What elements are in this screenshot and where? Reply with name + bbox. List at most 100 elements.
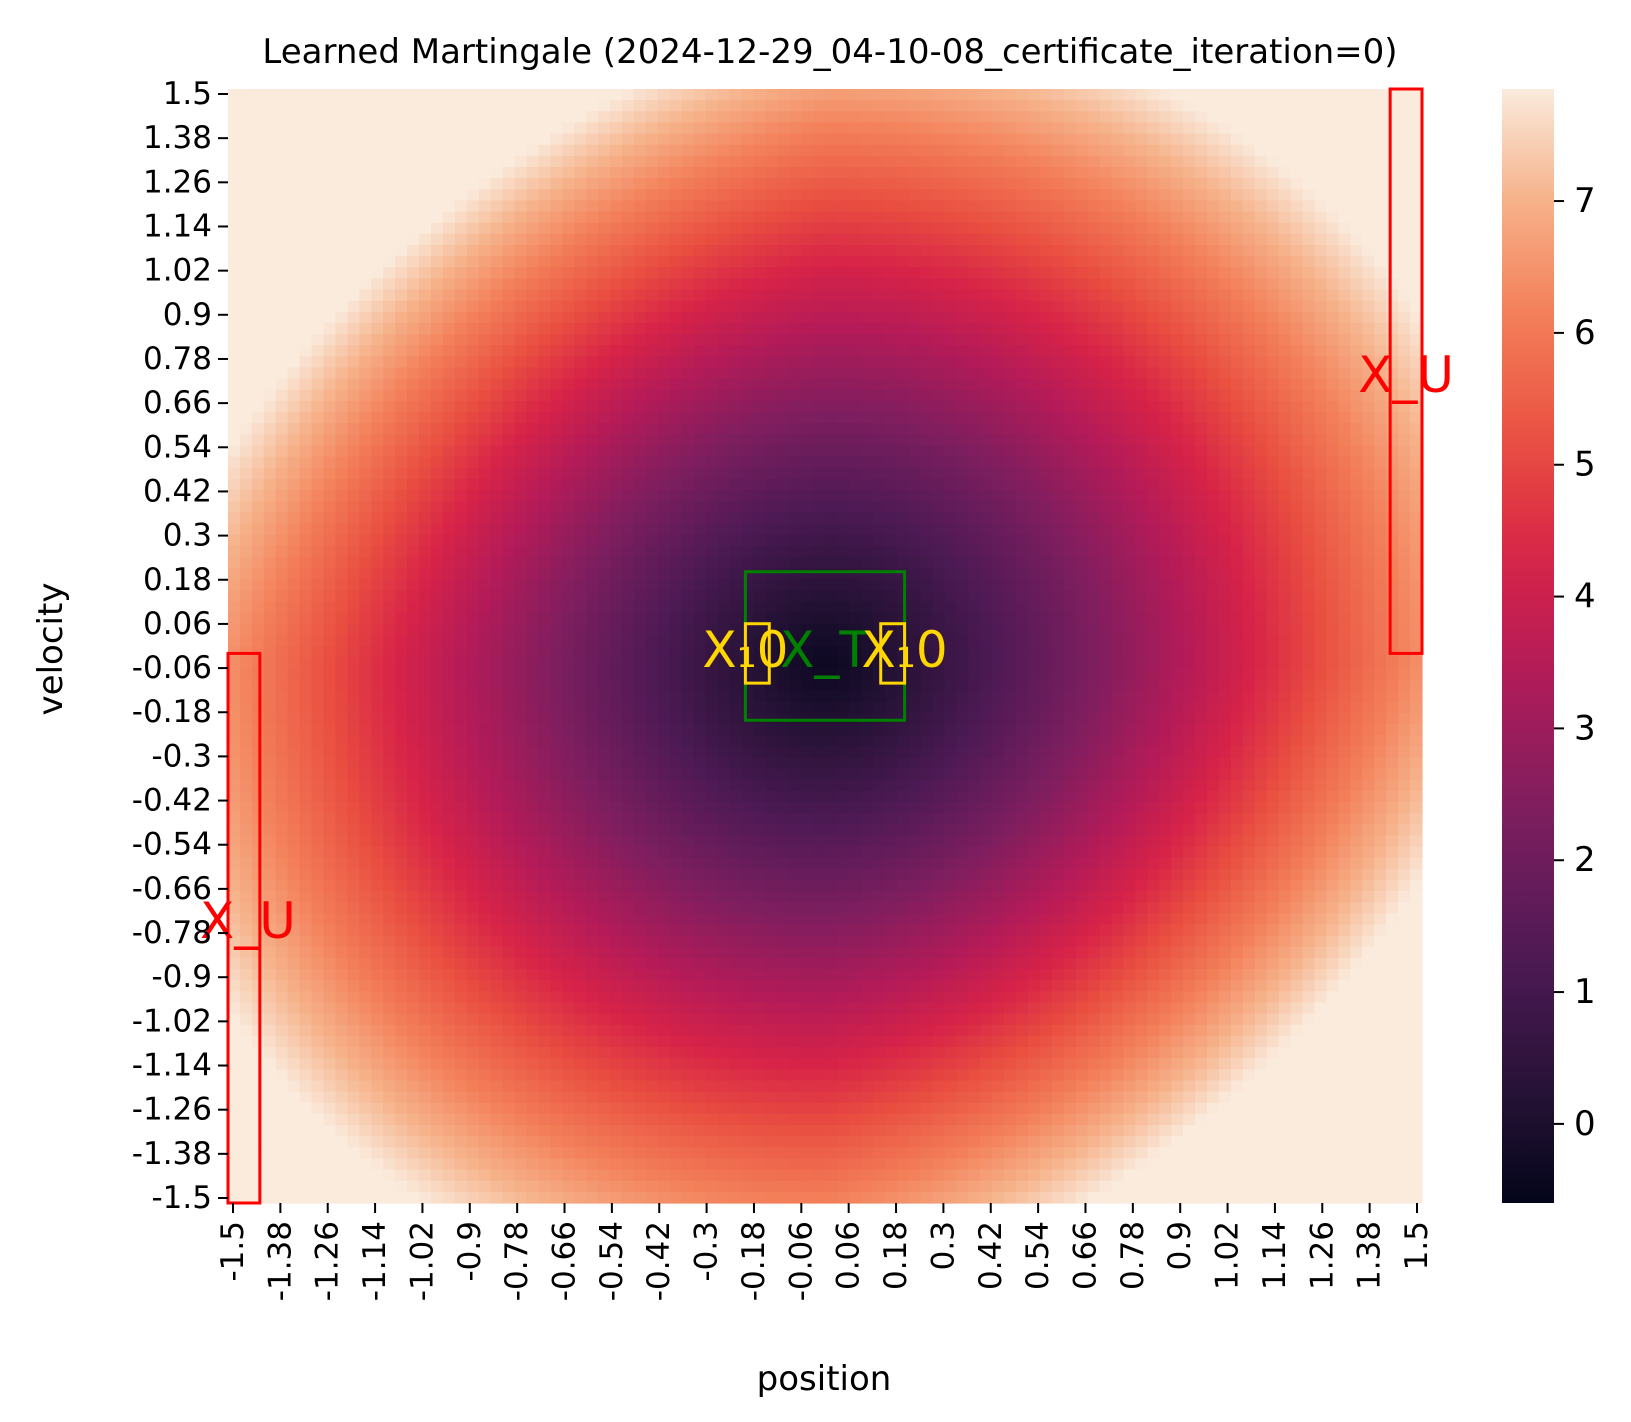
heatmap-cell <box>323 233 337 246</box>
heatmap-cell <box>383 1180 396 1193</box>
heatmap-cell <box>228 144 241 157</box>
heatmap-cell <box>371 545 384 558</box>
heatmap-cell <box>753 367 766 380</box>
heatmap-cell <box>407 813 420 825</box>
heatmap-cell <box>693 378 707 391</box>
heatmap-cell <box>705 178 719 190</box>
heatmap-cell <box>502 623 516 636</box>
heatmap-cell <box>407 311 420 324</box>
heatmap-cell <box>263 623 277 636</box>
heatmap-cell <box>430 924 444 937</box>
heatmap-cell <box>395 1113 408 1126</box>
heatmap-cell <box>753 311 766 324</box>
heatmap-cell <box>586 590 599 603</box>
heatmap-cell <box>622 790 635 803</box>
heatmap-cell <box>407 222 420 235</box>
heatmap-cell <box>550 200 563 213</box>
heatmap-cell <box>717 501 731 513</box>
heatmap-cell <box>753 790 766 803</box>
heatmap-cell <box>239 133 253 146</box>
heatmap-cell <box>263 289 277 302</box>
heatmap-cell <box>693 155 707 168</box>
heatmap-cell <box>371 111 384 124</box>
heatmap-cell <box>681 813 695 825</box>
heatmap-cell <box>753 423 766 435</box>
heatmap-cell <box>801 490 814 502</box>
heatmap-cell <box>287 757 301 770</box>
heatmap-cell <box>562 857 575 870</box>
heatmap-cell <box>371 100 384 112</box>
heatmap-cell <box>717 166 731 179</box>
heatmap-cell <box>753 244 766 257</box>
heatmap-cell <box>681 980 695 992</box>
heatmap-cell <box>777 879 790 892</box>
heatmap-cell <box>514 846 528 859</box>
heatmap-cell <box>502 300 516 313</box>
heatmap-cell <box>419 400 432 413</box>
heatmap-cell <box>538 957 551 970</box>
heatmap-cell <box>383 133 396 146</box>
heatmap-cell <box>275 100 289 112</box>
heatmap-cell <box>275 980 289 992</box>
heatmap-cell <box>813 100 826 112</box>
heatmap-cell <box>633 801 647 814</box>
heatmap-cell <box>789 189 802 201</box>
heatmap-cell <box>275 957 289 970</box>
heatmap-cell <box>502 568 516 580</box>
heatmap-cell <box>263 490 277 502</box>
heatmap-cell <box>419 1102 432 1115</box>
heatmap-cell <box>562 568 575 580</box>
heatmap-cell <box>717 969 731 981</box>
heatmap-cell <box>813 1058 826 1070</box>
heatmap-cell <box>466 501 480 513</box>
heatmap-cell <box>490 801 504 814</box>
heatmap-cell <box>753 801 766 814</box>
heatmap-cell <box>383 913 396 926</box>
heatmap-cell <box>550 233 563 246</box>
heatmap-cell <box>407 612 420 625</box>
heatmap-cell <box>514 367 528 380</box>
heatmap-cell <box>275 456 289 469</box>
heatmap-cell <box>371 1180 384 1193</box>
heatmap-cell <box>383 579 396 591</box>
heatmap-cell <box>645 1191 659 1204</box>
heatmap-cell <box>562 891 575 903</box>
heatmap-cell <box>669 980 683 992</box>
heatmap-cell <box>490 278 504 291</box>
heatmap-cell <box>371 846 384 859</box>
heatmap-cell <box>705 957 719 970</box>
heatmap-cell <box>275 1058 289 1070</box>
heatmap-cell <box>526 111 540 124</box>
heatmap-cell <box>526 478 540 491</box>
heatmap-cell <box>239 289 253 302</box>
heatmap-cell <box>323 701 337 714</box>
heatmap-cell <box>454 969 468 981</box>
heatmap-cell <box>442 334 456 346</box>
heatmap-cell <box>502 857 516 870</box>
heatmap-cell <box>419 746 432 758</box>
heatmap-cell <box>359 556 372 569</box>
heatmap-cell <box>729 478 743 491</box>
heatmap-cell <box>383 289 396 302</box>
heatmap-cell <box>323 623 337 636</box>
heatmap-cell <box>263 345 277 357</box>
heatmap-cell <box>263 1002 277 1015</box>
heatmap-cell <box>299 712 313 725</box>
heatmap-cell <box>478 646 492 658</box>
heatmap-cell <box>478 991 492 1004</box>
heatmap-cell <box>299 891 313 903</box>
heatmap-cell <box>729 545 743 558</box>
heatmap-cell <box>371 1125 384 1137</box>
heatmap-cell <box>669 746 683 758</box>
heatmap-cell <box>562 1047 575 1059</box>
heatmap-cell <box>228 267 241 279</box>
heatmap-cell <box>359 1180 372 1193</box>
heatmap-cell <box>514 122 528 135</box>
heatmap-cell <box>562 1024 575 1037</box>
heatmap-cell <box>550 813 563 825</box>
heatmap-cell <box>705 244 719 257</box>
heatmap-cell <box>311 668 325 681</box>
heatmap-cell <box>729 701 743 714</box>
heatmap-cell <box>407 646 420 658</box>
heatmap-cell <box>490 1002 504 1015</box>
